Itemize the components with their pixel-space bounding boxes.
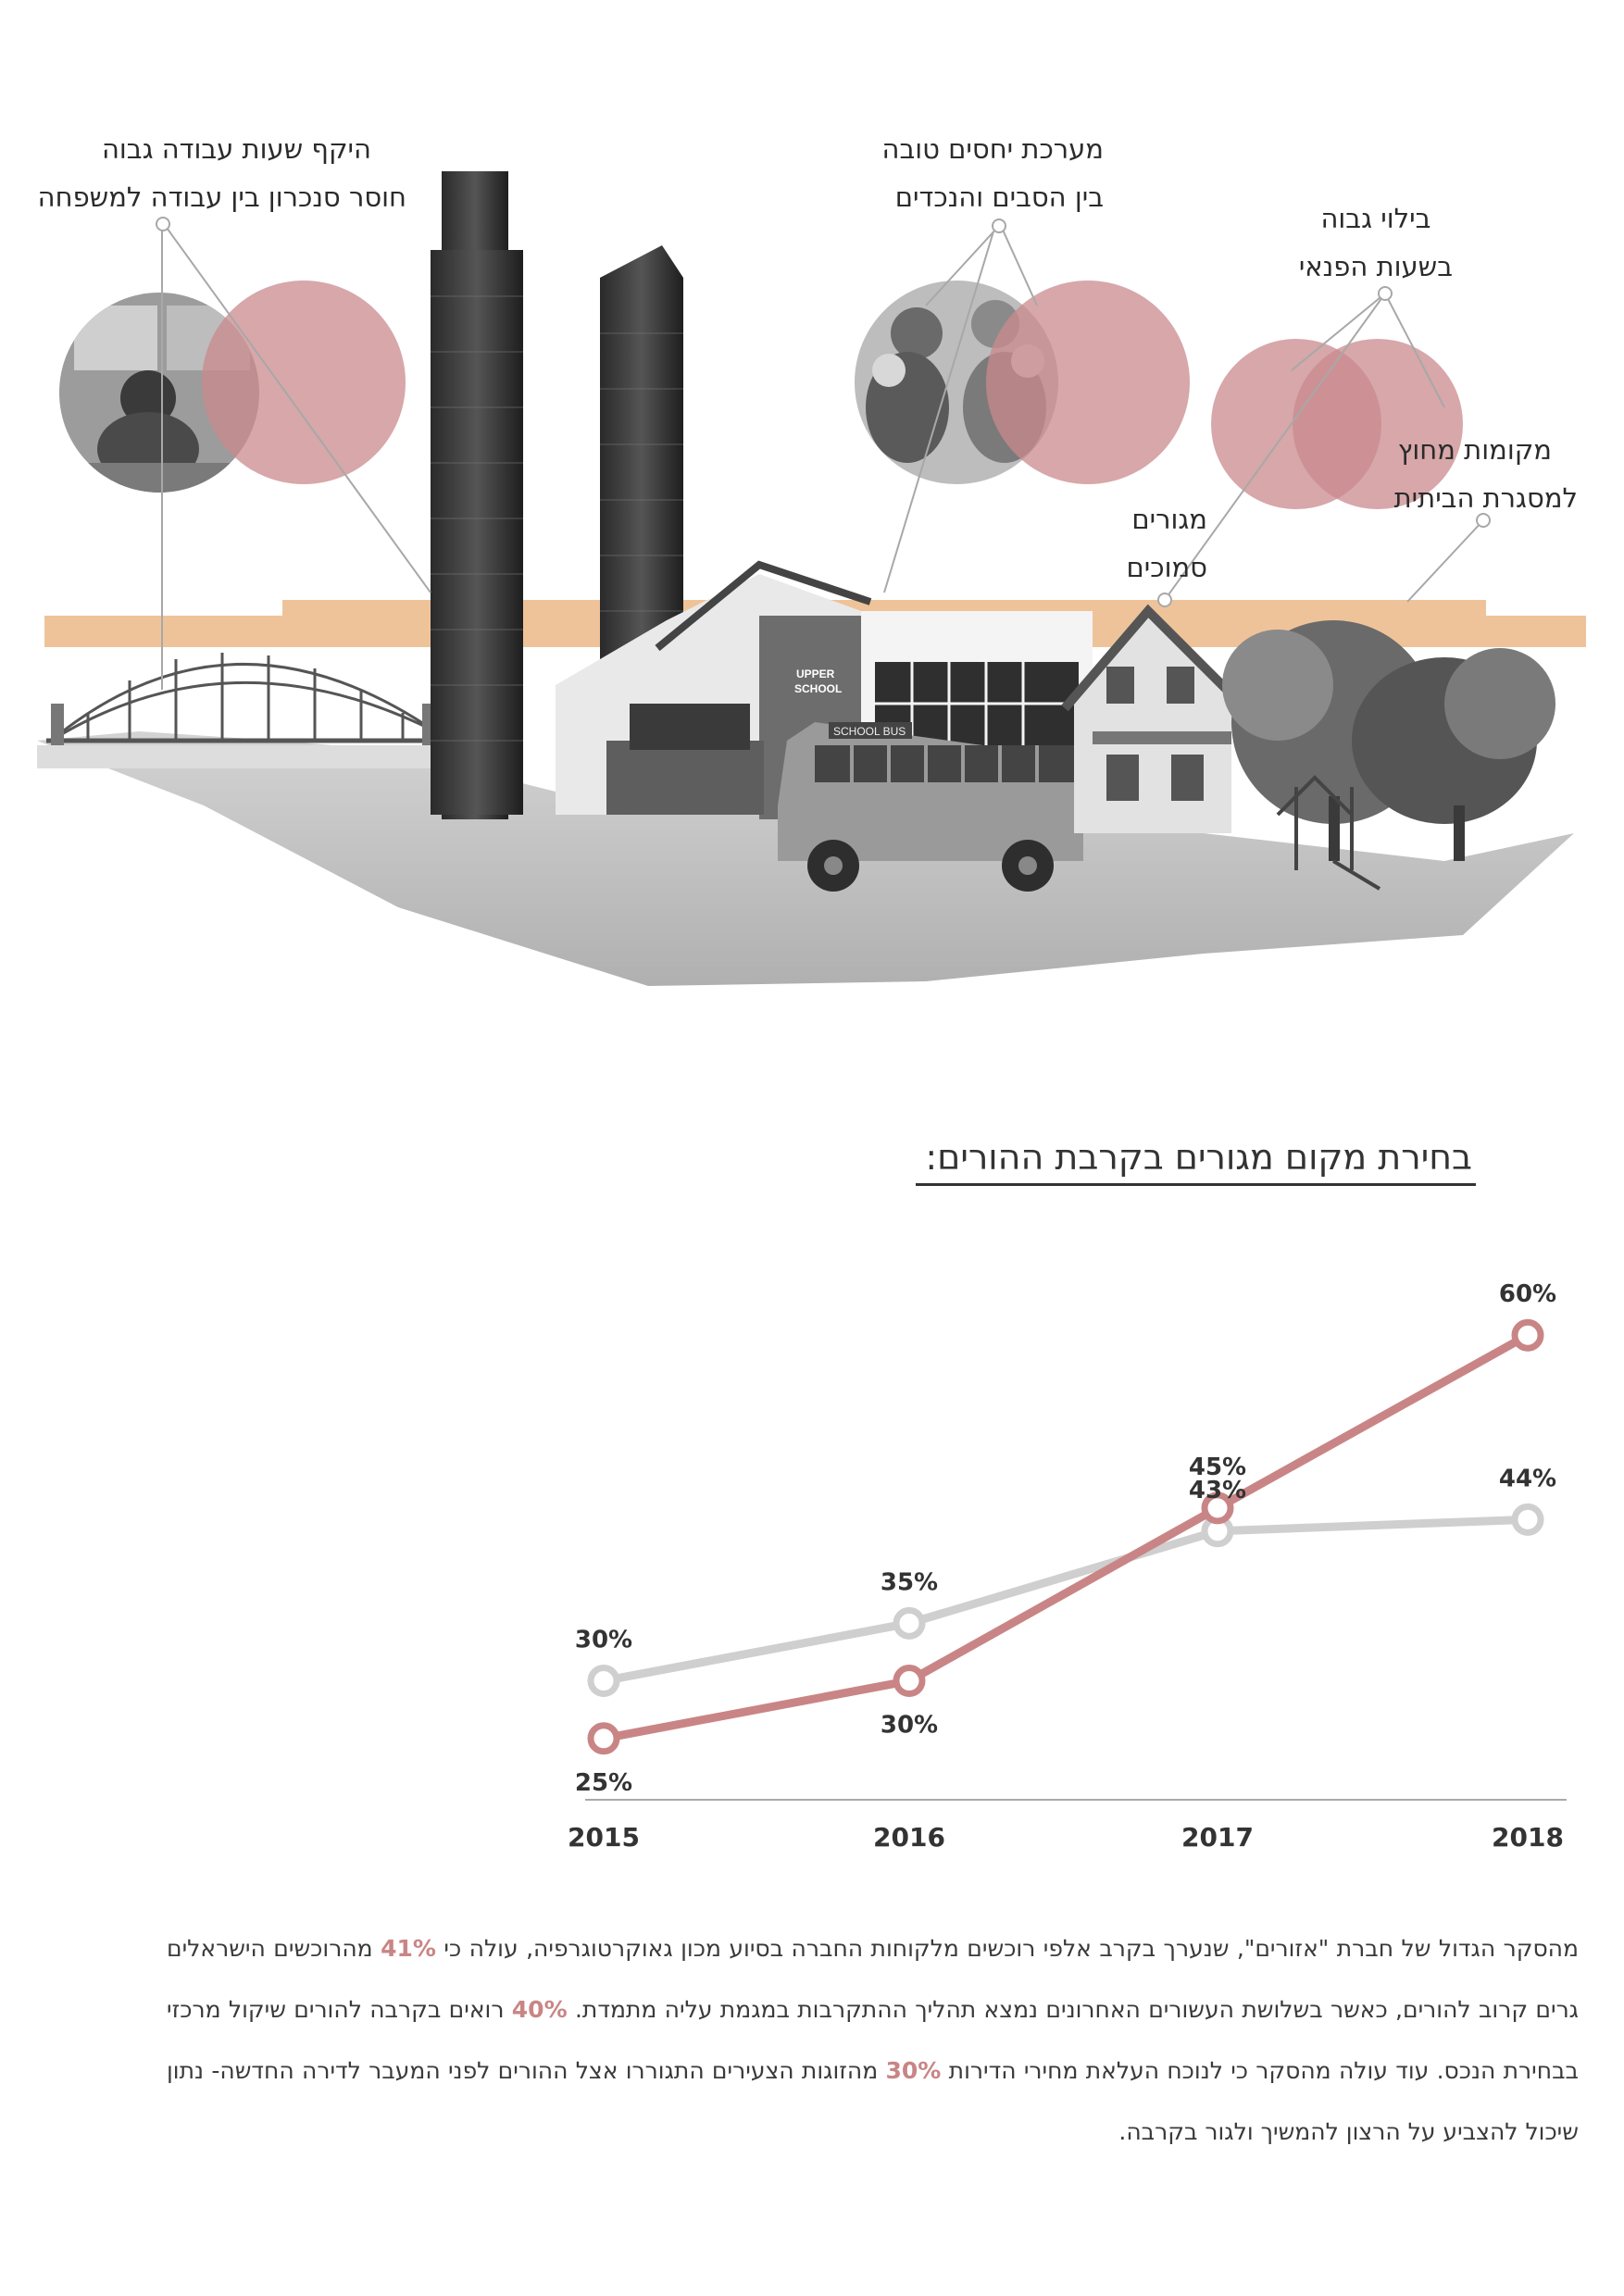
series-layer: 25% 30% 45% 60% 30% 35% 43% 44%	[575, 1280, 1556, 1797]
data-label: 60%	[1499, 1280, 1556, 1308]
label-leisure-line-2: בשעות הפנאי	[1298, 251, 1453, 282]
trees	[1222, 620, 1555, 861]
data-point	[1511, 1503, 1544, 1536]
series-line-0	[599, 1330, 1532, 1743]
data-label: 45%	[1189, 1454, 1246, 1481]
data-label: 25%	[575, 1769, 632, 1797]
label-outside-home-line-1: מקומות מחוץ	[1397, 434, 1552, 466]
x-tick-label: 2016	[873, 1822, 945, 1853]
body-text-part: רואים בקרבה להורים שיקול מרכזי בבחירת הנ…	[167, 1996, 1579, 2084]
body-text-part: מהסקר הגדול של חברת "אזורים", שנערך בקרב…	[435, 1935, 1579, 1962]
bus-sign: SCHOOL BUS	[833, 725, 906, 738]
data-label: 35%	[881, 1568, 938, 1596]
school-bus: SCHOOL BUS	[778, 722, 1083, 892]
label-family-relations: מערכת יחסים טובה בין הסבים והנכדים	[882, 125, 1104, 221]
label-family-relations-line-1: מערכת יחסים טובה	[881, 133, 1104, 165]
x-tick-label: 2017	[1181, 1822, 1254, 1853]
x-tick-label: 2015	[568, 1822, 640, 1853]
body-paragraph: מהסקר הגדול של חברת "אזורים", שנערך בקרב…	[167, 1918, 1579, 2163]
x-tick-label: 2018	[1492, 1822, 1564, 1853]
data-label: 30%	[575, 1627, 632, 1654]
label-work-hours: היקף שעות עבודה גבוה חוסר סנכרון בין עבו…	[38, 125, 406, 221]
illustration-collage: UPPER SCHOOL SCHOOL BUS	[37, 171, 1586, 986]
data-point	[1201, 1491, 1234, 1525]
school-sign-line-1: UPPER	[796, 668, 835, 680]
label-leisure-line-1: בילוי גבוה	[1320, 203, 1431, 234]
leader-lines	[161, 222, 1484, 690]
house	[1061, 604, 1244, 833]
label-work-hours-line-2: חוסר סנכרון בין עבודה למשפחה	[37, 181, 406, 213]
data-label: 44%	[1499, 1465, 1556, 1492]
label-nearby-living: מגורים סמוכים	[1127, 495, 1207, 592]
data-point	[893, 1606, 926, 1640]
playground	[1276, 775, 1381, 891]
label-leisure: בילוי גבוה בשעות הפנאי	[1299, 194, 1453, 291]
data-point	[1511, 1318, 1544, 1352]
data-point	[893, 1665, 926, 1698]
label-work-hours-line-1: היקף שעות עבודה גבוה	[101, 133, 371, 165]
line-chart: 25%30%45%60%30%35%43% 44% 2015 2016 2017 201…	[568, 1280, 1567, 1853]
body-text-part: מהרוכשים הישראלים גרים קרוב להורים, כאשר…	[167, 1935, 1579, 2023]
data-label: 30%	[881, 1712, 938, 1740]
label-outside-home: מקומות מחוץ למסגרת הביתית	[1394, 426, 1578, 522]
label-nearby-living-line-2: סמוכים	[1126, 552, 1207, 583]
label-family-relations-line-2: בין הסבים והנכדים	[894, 181, 1104, 213]
school-sign-line-2: SCHOOL	[794, 682, 842, 695]
water	[37, 745, 444, 768]
label-nearby-living-line-1: מגורים	[1131, 504, 1207, 535]
skyscraper-right	[600, 245, 683, 704]
data-point	[587, 1722, 620, 1755]
circle-work-hours	[202, 281, 406, 484]
body-text-part: מהזוגות הצעירים התגוררו אצל ההורים לפני …	[167, 2057, 1579, 2145]
stat-highlight: 30%	[885, 2057, 942, 2084]
skyscraper-left	[431, 171, 523, 819]
leader-dots	[156, 217, 1491, 607]
circle-family-relations	[986, 281, 1190, 484]
horizon-band-upper	[282, 600, 1486, 618]
data-label: 43%	[1189, 1477, 1246, 1504]
chart-title: בחירת מקום מגורים בקרבת ההורים:	[916, 1137, 1476, 1186]
data-point	[587, 1665, 620, 1698]
circle-outside-home	[1293, 339, 1463, 509]
x-tick-labels: 2015 2016 2017 2018	[568, 1822, 1564, 1853]
label-outside-home-line-2: למסגרת הביתית	[1393, 482, 1578, 514]
stat-highlight: 41%	[381, 1935, 436, 1962]
stat-highlight: 40%	[511, 1996, 568, 2023]
series-line-1	[599, 1515, 1532, 1686]
